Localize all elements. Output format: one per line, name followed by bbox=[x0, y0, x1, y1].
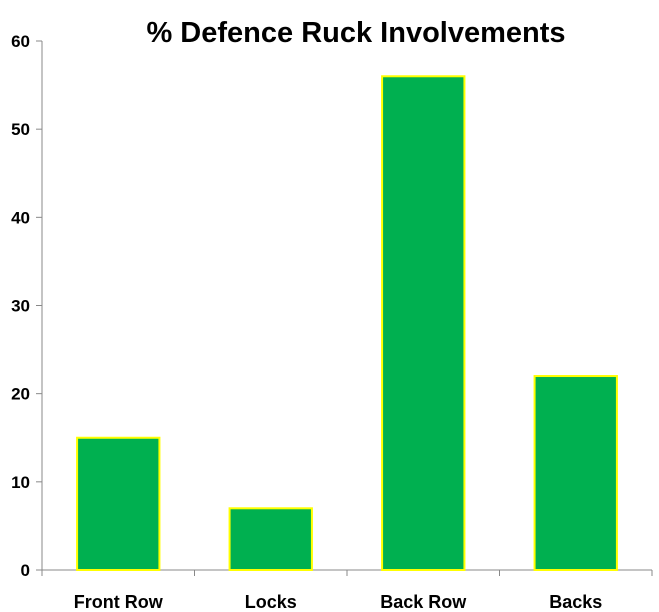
y-tick-label: 60 bbox=[11, 32, 30, 51]
y-tick-label: 40 bbox=[11, 208, 30, 227]
x-tick-label: Back Row bbox=[380, 592, 467, 612]
bar-locks bbox=[228, 507, 313, 571]
y-tick-label: 10 bbox=[11, 473, 30, 492]
x-tick-label: Front Row bbox=[74, 592, 164, 612]
bars bbox=[76, 75, 618, 572]
bar-back-row bbox=[381, 75, 466, 572]
y-axis: 0 10 20 30 40 50 60 bbox=[11, 32, 43, 580]
x-tick-label: Locks bbox=[245, 592, 297, 612]
chart-title: % Defence Ruck Involvements bbox=[146, 17, 565, 49]
y-tick-label: 0 bbox=[21, 561, 30, 580]
bar-front-row bbox=[76, 436, 161, 571]
bar-backs bbox=[533, 375, 618, 571]
y-tick-label: 30 bbox=[11, 297, 30, 316]
y-tick-label: 50 bbox=[11, 120, 30, 139]
x-axis: Front Row Locks Back Row Backs bbox=[41, 569, 653, 612]
x-tick-label: Backs bbox=[549, 592, 602, 612]
y-tick-label: 20 bbox=[11, 385, 30, 404]
